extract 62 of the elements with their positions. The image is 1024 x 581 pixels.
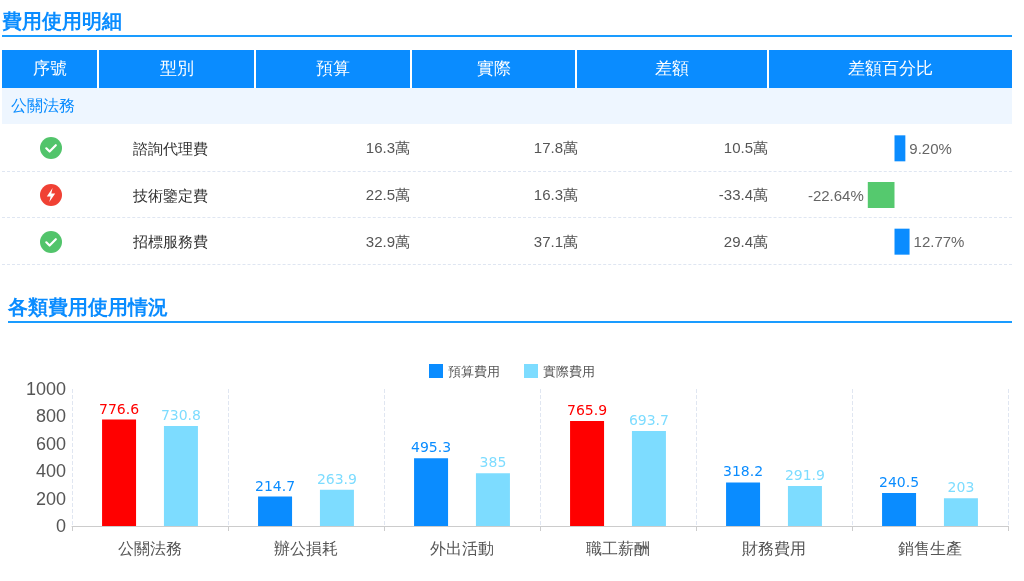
- text: 實際: [412, 50, 575, 88]
- data-label: 730.8: [160, 406, 201, 423]
- text: 16.3萬: [365, 139, 410, 158]
- x-tick-label: 銷售生產: [898, 539, 962, 557]
- y-tick-label: 600: [35, 433, 66, 454]
- bar: [163, 425, 198, 526]
- x-tick-label: 職工薪酬: [586, 539, 650, 557]
- y-tick-label: 技術鑒定費: [132, 186, 208, 204]
- data-label: 291.9: [784, 467, 825, 484]
- y-tick-label: 0: [55, 516, 66, 536]
- x-tick-label: 公關法務: [118, 539, 182, 557]
- text: 32.9萬: [365, 232, 410, 251]
- x-tick-label: 外出活動: [430, 539, 494, 557]
- y-tick-label: 800: [35, 406, 66, 427]
- legend-label: 實際費用: [543, 363, 595, 379]
- bar: [475, 473, 510, 526]
- text: 37.1萬: [533, 232, 578, 251]
- bar: [882, 493, 917, 526]
- data-label: 240.5: [879, 474, 920, 491]
- data-label: 214.7: [255, 477, 296, 494]
- bar: [943, 498, 978, 526]
- text: -33.4萬: [718, 186, 768, 204]
- chart-title: 各類費用使用情況: [8, 295, 168, 319]
- data-label: 765.9: [567, 402, 608, 419]
- x-tick-label: 辦公損耗: [274, 539, 338, 557]
- bar: [570, 421, 605, 526]
- data-label: 776.6: [99, 400, 140, 417]
- bar: [319, 489, 354, 526]
- x-tick-label: 財務費用: [742, 539, 806, 557]
- data-label: 385: [479, 454, 507, 471]
- legend-label: 預算費用: [448, 363, 500, 379]
- text: 22.5萬: [365, 186, 410, 204]
- text: 17.8萬: [533, 139, 578, 158]
- text: 型別: [99, 50, 254, 88]
- text: 預算: [256, 50, 410, 88]
- data-label: 12.77%: [913, 233, 965, 251]
- text: 公關法務: [11, 96, 75, 116]
- y-tick-label: 諮詢代理費: [133, 139, 208, 157]
- text: 費用使用明細: [2, 9, 122, 33]
- bar: [102, 419, 137, 526]
- data-label: 263.9: [316, 470, 357, 487]
- data-label: 318.2: [723, 463, 764, 480]
- bar: [414, 458, 449, 526]
- bar: [787, 486, 822, 526]
- text: 序號: [2, 50, 97, 88]
- text: 16.3萬: [533, 186, 578, 204]
- y-tick-label: 200: [35, 488, 66, 509]
- data-label: 495.3: [411, 439, 452, 456]
- text: 29.4萬: [723, 232, 768, 251]
- bar: [726, 482, 761, 526]
- y-tick-label: 400: [35, 461, 66, 482]
- data-label: 9.20%: [909, 139, 952, 157]
- data-label: 693.7: [628, 411, 669, 428]
- data-label: 203: [947, 479, 975, 496]
- text: 10.5萬: [723, 139, 768, 158]
- bar: [631, 430, 666, 526]
- text: 差額百分比: [769, 50, 1012, 88]
- bar: [258, 496, 293, 526]
- text: 差額: [577, 50, 767, 88]
- y-tick-label: 1000: [25, 379, 66, 399]
- y-tick-label: 招標服務費: [132, 233, 208, 251]
- data-label: -22.64%: [807, 186, 864, 204]
